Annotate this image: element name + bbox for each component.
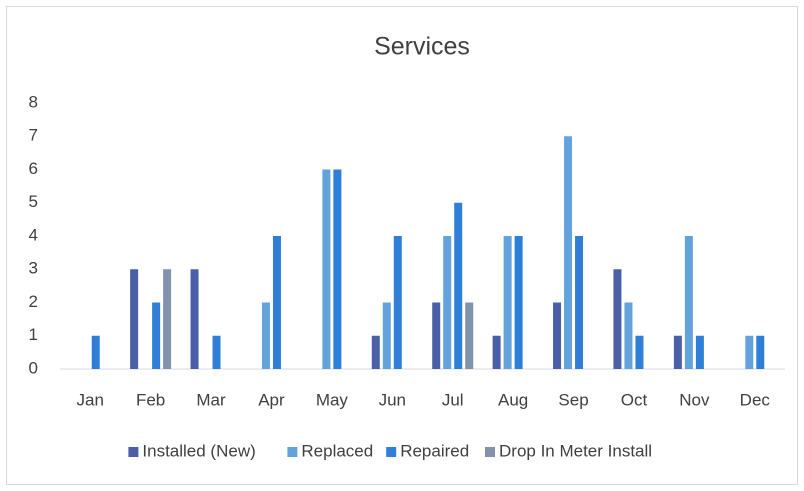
bar	[272, 236, 281, 369]
x-tick-label: Feb	[136, 390, 165, 409]
chart-title: Services	[374, 33, 470, 61]
chart-frame	[6, 6, 798, 485]
bar	[613, 269, 622, 369]
bar	[745, 335, 754, 369]
bar	[371, 335, 380, 369]
bar	[261, 302, 270, 369]
x-tick-label: Jun	[379, 390, 406, 409]
y-tick-label: 4	[29, 225, 38, 244]
bar	[553, 302, 562, 369]
bar	[624, 302, 633, 369]
bar	[564, 136, 573, 369]
bar	[382, 302, 391, 369]
bar	[152, 302, 161, 369]
bar	[163, 269, 172, 369]
bar	[322, 169, 331, 369]
bar	[695, 335, 704, 369]
x-tick-label: Jul	[442, 390, 464, 409]
bar	[190, 269, 199, 369]
x-tick-label: Dec	[740, 390, 771, 409]
bar	[454, 202, 463, 369]
x-tick-label: Aug	[498, 390, 528, 409]
y-tick-label: 0	[29, 358, 38, 377]
x-tick-label: Jan	[76, 390, 103, 409]
bar	[393, 236, 402, 369]
bar	[514, 236, 523, 369]
bar	[443, 236, 452, 369]
bar	[333, 169, 342, 369]
y-tick-label: 1	[29, 325, 38, 344]
bar	[212, 335, 221, 369]
bar	[492, 335, 501, 369]
legend-swatch	[485, 447, 495, 457]
bar	[465, 302, 474, 369]
legend-label: Installed (New)	[142, 441, 255, 460]
y-tick-label: 6	[29, 159, 38, 178]
y-tick-label: 5	[29, 192, 38, 211]
y-tick-label: 3	[29, 259, 38, 278]
bar	[684, 236, 693, 369]
x-tick-label: Apr	[258, 390, 285, 409]
legend-label: Drop In Meter Install	[499, 441, 652, 460]
legend-swatch	[386, 447, 397, 457]
legend-label: Replaced	[301, 441, 373, 460]
x-tick-label: Nov	[679, 390, 710, 409]
bar	[432, 302, 441, 369]
legend-label: Repaired	[400, 441, 469, 460]
y-tick-label: 2	[29, 292, 38, 311]
legend-swatch	[128, 447, 139, 457]
bar	[756, 335, 765, 369]
x-tick-label: Sep	[558, 390, 588, 409]
y-tick-label: 8	[29, 92, 38, 111]
x-tick-label: May	[316, 390, 349, 409]
legend-swatch	[287, 447, 298, 457]
bar	[503, 236, 512, 369]
bar	[130, 269, 139, 369]
x-tick-label: Oct	[621, 390, 648, 409]
bar	[635, 335, 644, 369]
x-tick-label: Mar	[196, 390, 226, 409]
bar	[91, 335, 100, 369]
y-tick-label: 7	[29, 126, 38, 145]
bar	[575, 236, 584, 369]
bar	[673, 335, 682, 369]
